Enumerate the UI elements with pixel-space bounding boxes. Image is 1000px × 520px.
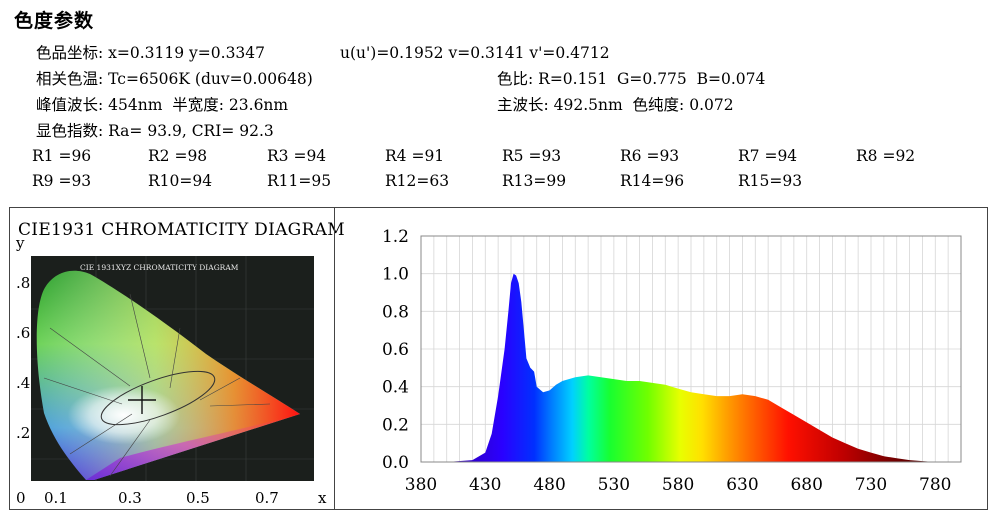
spectrum-chart-panel: 0.0 0.2 0.4 0.6 0.8 1.0 1.2 380 430 480 530 580 630… — [334, 207, 988, 510]
r-value: R1 =96 — [32, 147, 92, 165]
spectrum-chart: 0.0 0.2 0.4 0.6 0.8 1.0 1.2 380 430 480 530 580 630… — [382, 227, 962, 495]
cie-point-marker — [128, 386, 156, 414]
param-coords-xy: 色品坐标: x=0.3119 y=0.3347 — [36, 44, 266, 62]
r-value: R14=96 — [620, 172, 685, 190]
cie-diagram-panel: CIE1931 CHROMATICITY DIAGRAM — [9, 207, 345, 510]
y-tick-label: 0.8 — [382, 302, 409, 322]
r-value: R11=95 — [267, 172, 332, 190]
cie-region-lines — [43, 293, 271, 477]
r-value: R13=99 — [502, 172, 567, 190]
y-tick-label: 1.0 — [382, 265, 409, 285]
r-value: R6 =93 — [620, 147, 680, 165]
param-dominant-wavelength: 主波长: 492.5nm 色纯度: 0.072 — [497, 96, 734, 114]
x-tick-label: 380 — [405, 475, 437, 495]
r-values-row-2: R9 =93 R10=94 R11=95 R12=63 R13=99 R14=9… — [0, 172, 1000, 192]
x-tick-label: 630 — [726, 475, 758, 495]
x-tick-label: 580 — [662, 475, 694, 495]
r-value: R10=94 — [148, 172, 213, 190]
cie-x-tick: 0.5 — [186, 489, 210, 507]
spectrum-x-axis: 380 430 480 530 580 630 680 730 780 — [405, 475, 952, 495]
cie-diagram: CIE 1931XYZ CHROMATICITY DIAGRAM — [15, 234, 327, 507]
cie-y-axis-label: y — [15, 234, 25, 252]
cie-x-axis-label: x — [318, 489, 327, 507]
page-title: 色度参数 — [14, 10, 95, 32]
r-value: R2 =98 — [148, 147, 208, 165]
y-tick-label: 0.6 — [382, 340, 409, 360]
x-tick-label: 480 — [533, 475, 565, 495]
r-value: R9 =93 — [32, 172, 92, 190]
y-tick-label: 0.2 — [382, 415, 409, 435]
cie-y-tick: .8 — [16, 274, 30, 292]
r-values-row-1: R1 =96 R2 =98 R3 =94 R4 =91 R5 =93 R6 =9… — [0, 147, 1000, 167]
r-value: R4 =91 — [385, 147, 445, 165]
cie-x-tick: 0.1 — [44, 489, 68, 507]
r-value: R5 =93 — [502, 147, 562, 165]
spectrum-plot-frame — [420, 235, 962, 463]
y-tick-label: 0.4 — [382, 378, 409, 398]
param-color-rendering: 显色指数: Ra= 93.9, CRI= 92.3 — [36, 122, 274, 140]
spectrum-curve-area — [421, 273, 936, 462]
cie-y-tick: .6 — [16, 324, 30, 342]
cie-inner-title: CIE 1931XYZ CHROMATICITY DIAGRAM — [80, 263, 239, 272]
r-value: R15=93 — [738, 172, 803, 190]
param-cct: 相关色温: Tc=6506K (duv=0.00648) — [36, 70, 313, 88]
x-tick-label: 430 — [469, 475, 501, 495]
cie-y-tick: .4 — [16, 374, 30, 392]
cie-x-tick: 0 — [16, 489, 26, 507]
cie-x-tick: 0.7 — [255, 489, 279, 507]
cie-x-tick: 0.3 — [118, 489, 142, 507]
r-value: R7 =94 — [738, 147, 798, 165]
param-coords-uv: u(u')=0.1952 v=0.3141 v'=0.4712 — [340, 44, 610, 62]
spectrum-y-axis: 0.0 0.2 0.4 0.6 0.8 1.0 1.2 — [382, 227, 409, 473]
x-tick-label: 680 — [790, 475, 822, 495]
param-peak-wavelength: 峰值波长: 454nm 半宽度: 23.6nm — [36, 96, 289, 114]
y-tick-label: 0.0 — [382, 453, 409, 473]
cie-y-tick: .2 — [16, 424, 30, 442]
x-tick-label: 730 — [855, 475, 887, 495]
x-tick-label: 530 — [598, 475, 630, 495]
r-value: R8 =92 — [856, 147, 916, 165]
r-value: R3 =94 — [267, 147, 327, 165]
cie-white-region — [50, 358, 226, 450]
cie-diagram-title: CIE1931 CHROMATICITY DIAGRAM — [18, 220, 345, 240]
r-value: R12=63 — [385, 172, 450, 190]
param-color-ratio: 色比: R=0.151 G=0.775 B=0.074 — [497, 70, 766, 88]
x-tick-label: 780 — [919, 475, 951, 495]
cie-planckian-ellipse — [100, 370, 216, 426]
cie-purple-line-region — [86, 414, 300, 480]
y-tick-label: 1.2 — [382, 227, 409, 247]
